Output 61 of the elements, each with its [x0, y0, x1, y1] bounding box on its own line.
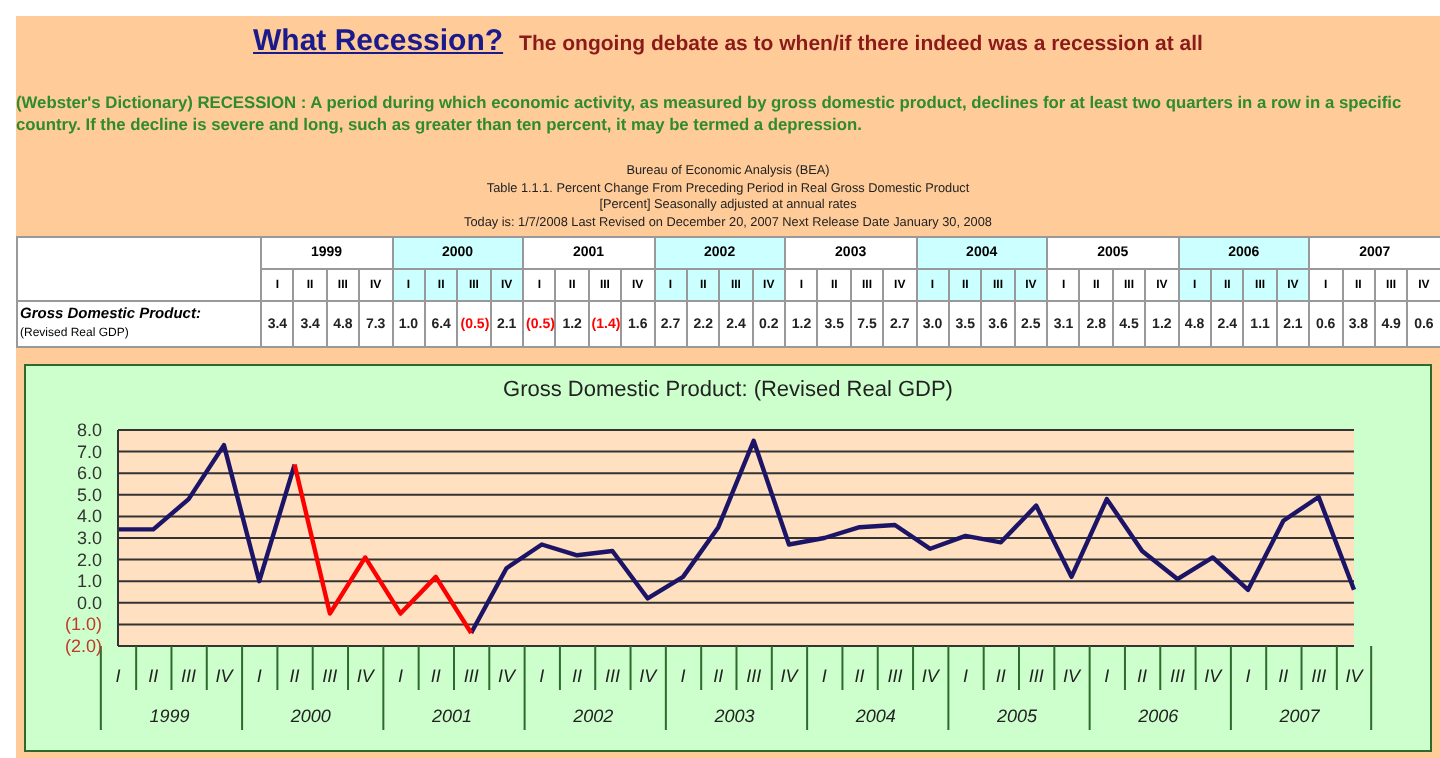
y-tick-label: (2.0) — [64, 636, 102, 656]
text: 2005 — [995, 706, 1040, 726]
x-tick-label: I — [1104, 666, 1111, 686]
x-tick-label: IV — [356, 666, 376, 686]
x-tick-label: IV — [1062, 666, 1082, 686]
x-tick-label: IV — [780, 666, 800, 686]
y-tick-label: 7.0 — [76, 441, 102, 462]
x-tick-label: I — [398, 666, 404, 686]
x-tick-label: IV — [921, 666, 941, 686]
y-tick-label: 2.0 — [76, 549, 102, 570]
text: (Webster's Dictionary) RECESSION : A period during which economic activity, as measured by gross domestic product, declines for at least two quarters in a row in a specific country. If the decline is severe and long, such as greater than ten percent, it may be termed a depression. — [16, 92, 1404, 136]
chart-title: What Recession? — [253, 24, 504, 58]
text: 2007 — [1277, 706, 1322, 726]
x-tick-label: IV — [215, 666, 235, 686]
line-series — [292, 462, 474, 636]
text: 2000 — [288, 706, 331, 726]
x-tick-label: II — [1278, 666, 1290, 686]
x-tick-label: IV — [639, 666, 659, 686]
y-tick-label: 4.0 — [76, 506, 102, 527]
y-tick-label: 1.0 — [76, 571, 102, 592]
x-tick-label: IV — [1204, 666, 1224, 686]
text: 2002 — [571, 706, 614, 726]
y-tick-label: 8.0 — [76, 420, 102, 440]
x-tick-label: III — [1169, 666, 1186, 686]
x-tick-label: II — [572, 666, 584, 686]
x-tick-label: II — [995, 666, 1007, 686]
x-tick-label: II — [1137, 666, 1149, 686]
x-tick-label: I — [680, 666, 687, 686]
x-tick-label: II — [148, 666, 160, 686]
y-tick-label: 3.0 — [76, 528, 102, 548]
x-tick-label: I — [115, 666, 122, 686]
y-tick-label: 0.0 — [76, 592, 102, 613]
x-tick-label: III — [1311, 666, 1328, 686]
x-tick-label: II — [430, 666, 442, 686]
chart-subtitle: The ongoing debate as to when/if there indeed was a recession at all — [519, 32, 1203, 56]
x-tick-label: IV — [1345, 666, 1365, 686]
text: 2001 — [429, 706, 473, 726]
text: 2006 — [1136, 706, 1179, 726]
text: 2004 — [853, 706, 896, 726]
x-tick-label: I — [1245, 666, 1252, 686]
text: Gross Domestic Product: (Revised Real GDP) — [501, 378, 955, 402]
x-tick-label: II — [854, 666, 866, 686]
x-tick-label: I — [963, 666, 970, 686]
x-tick-label: II — [289, 666, 301, 686]
y-tick-label: 5.0 — [76, 484, 102, 505]
x-tick-label: III — [604, 666, 621, 686]
text: 2003 — [712, 706, 755, 726]
x-tick-label: III — [322, 666, 339, 686]
x-tick-label: II — [713, 666, 725, 686]
x-tick-label: III — [463, 666, 480, 686]
y-tick-label: 6.0 — [76, 463, 102, 484]
x-tick-label: IV — [497, 666, 517, 686]
x-tick-label: III — [1028, 666, 1045, 686]
x-tick-label: III — [746, 666, 763, 686]
x-tick-label: I — [539, 666, 546, 686]
text: 1999 — [149, 706, 190, 726]
x-tick-label: III — [887, 666, 904, 686]
x-tick-label: I — [256, 666, 263, 686]
x-tick-label: III — [181, 666, 198, 686]
y-tick-label: (1.0) — [64, 614, 102, 635]
x-tick-label: I — [821, 666, 828, 686]
